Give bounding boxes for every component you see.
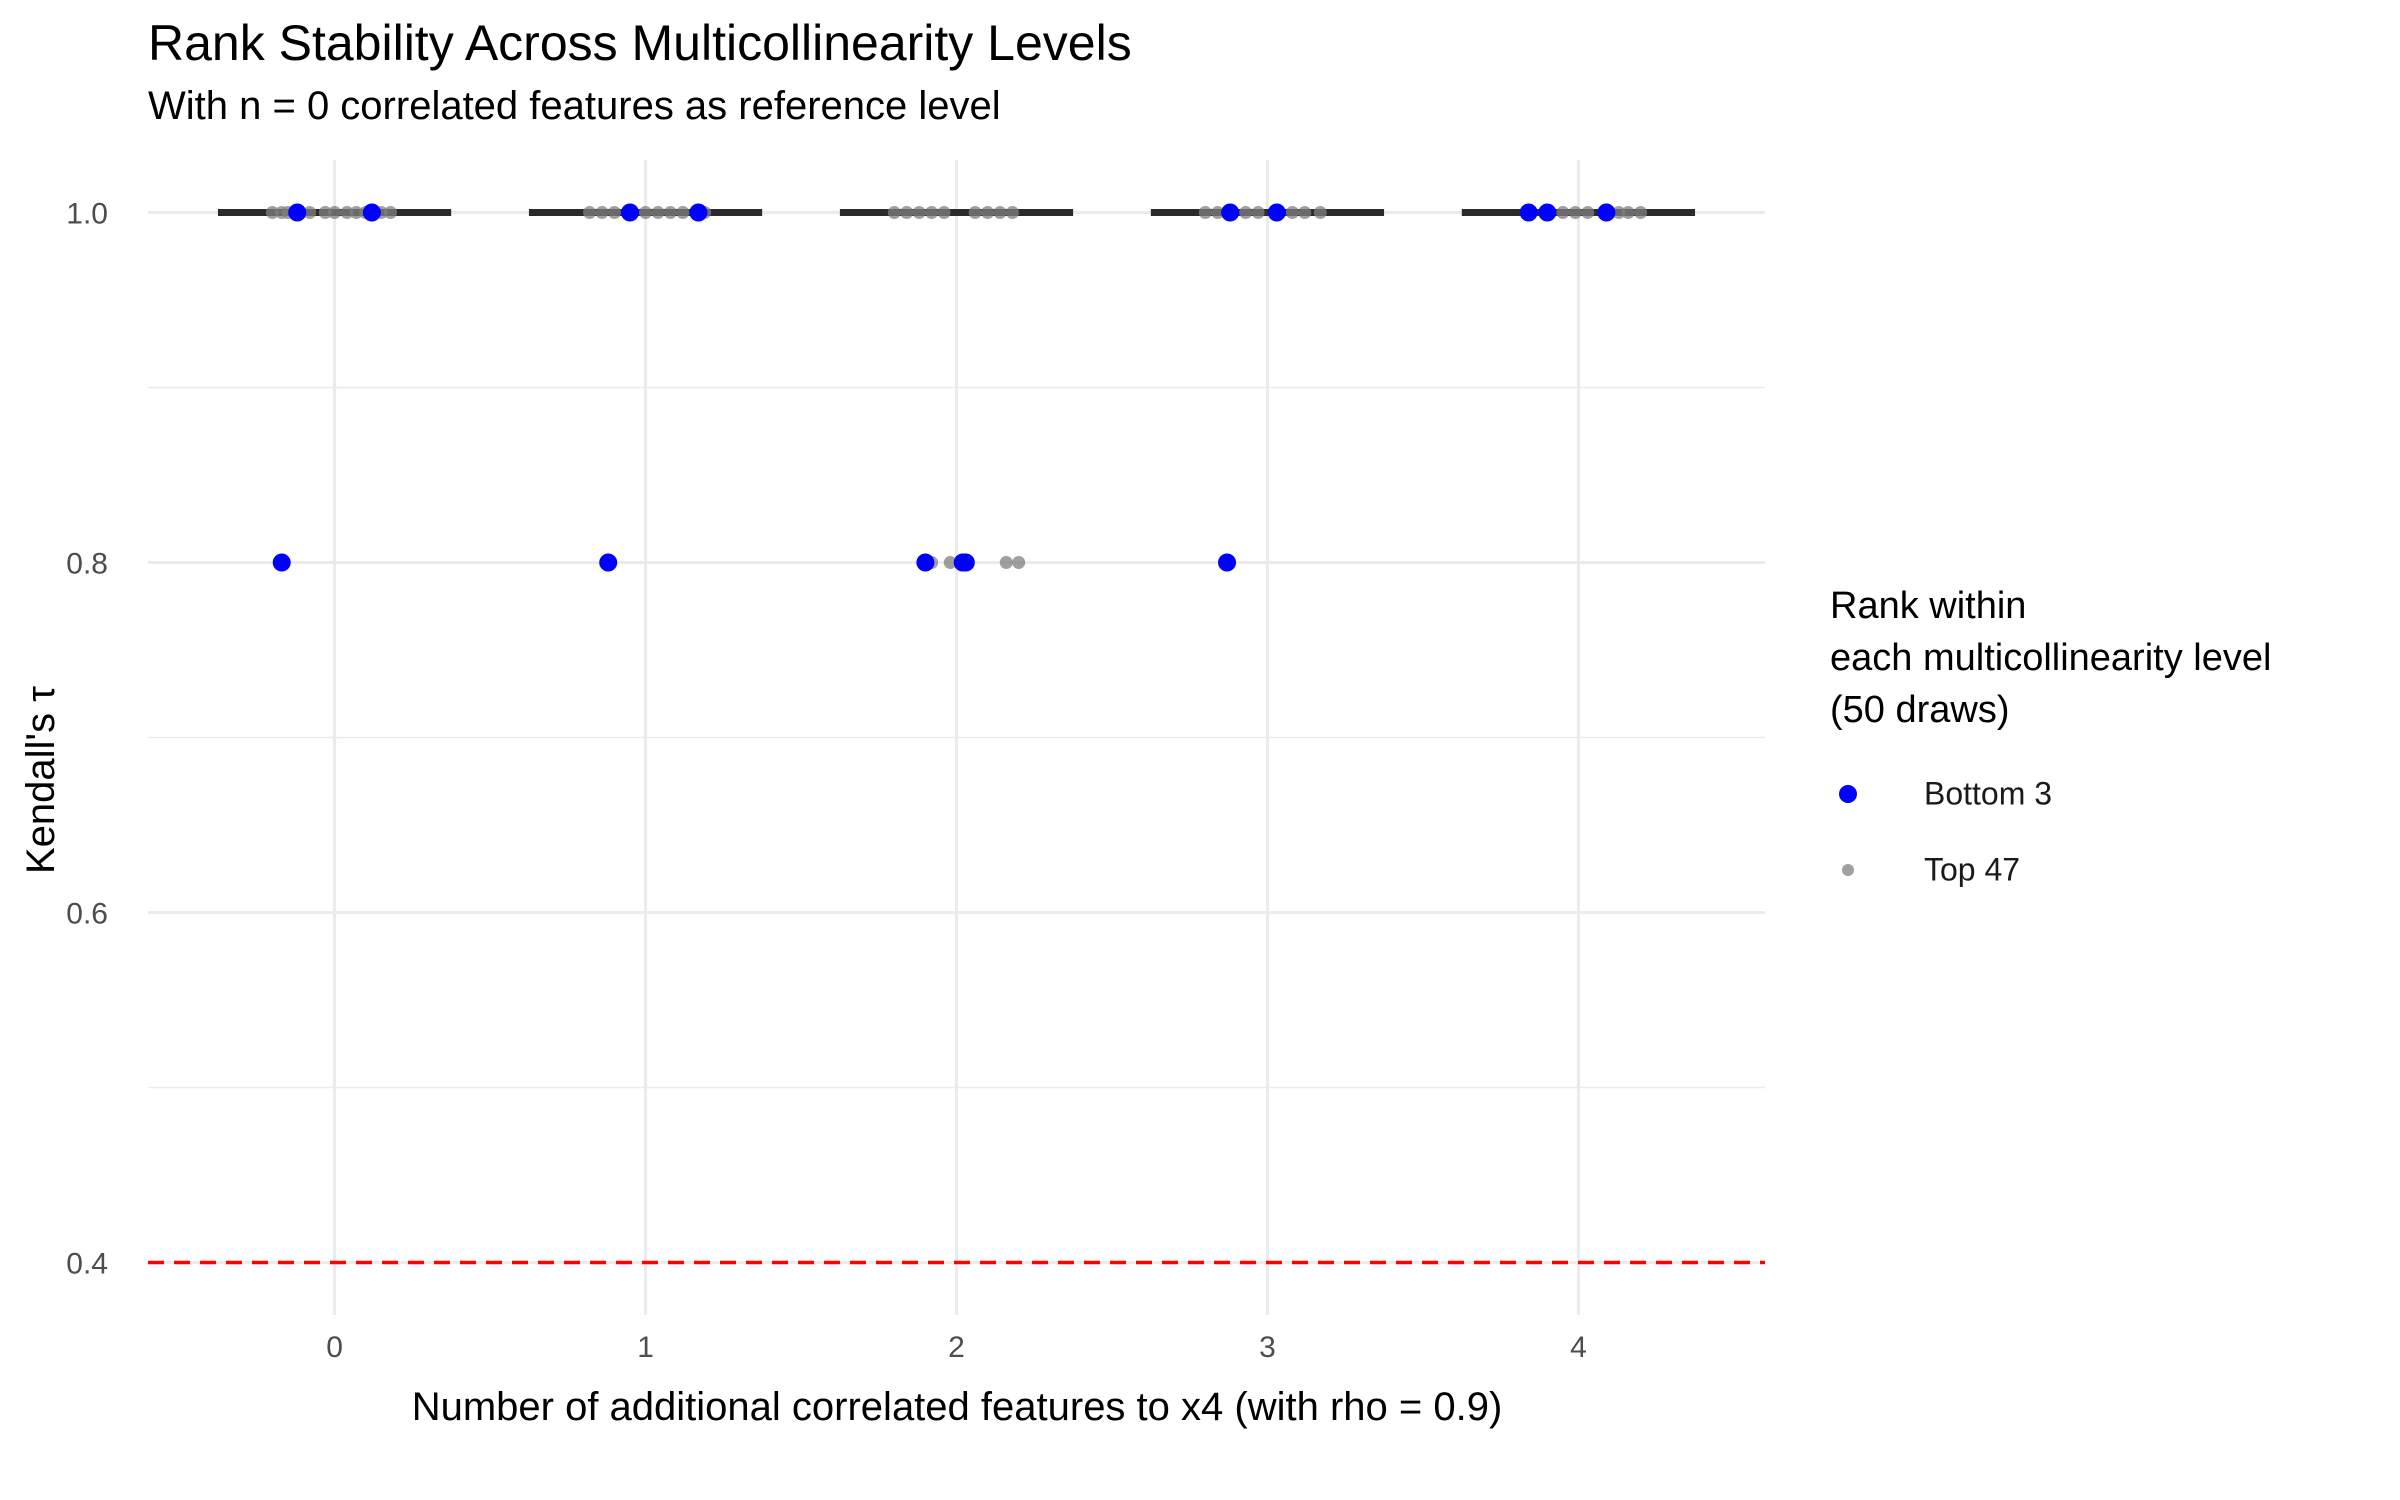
y-tick-label: 0.8 [66,548,108,581]
x-tick-label: 2 [948,1331,965,1364]
grid-lines [148,160,1765,1315]
chart-title: Rank Stability Across Multicollinearity … [148,15,1132,71]
point-top-47 [1005,206,1019,219]
point-top-47 [1568,206,1582,219]
point-bottom-3 [1519,203,1538,222]
point-top-47 [384,206,398,219]
point-top-47 [1313,206,1327,219]
legend-item-top-47: Top 47 [1830,834,2271,906]
point-top-47 [1612,206,1626,219]
x-tick-label: 3 [1259,1331,1276,1364]
point-top-47 [639,206,653,219]
point-top-47 [1634,206,1648,219]
y-tick-label: 0.6 [66,898,108,931]
point-top-47 [887,206,901,219]
point-bottom-3 [1267,203,1286,222]
point-top-47 [968,206,982,219]
x-axis-title: Number of additional correlated features… [412,1385,1503,1429]
point-top-47 [303,206,317,219]
y-tick-label: 0.4 [66,1248,108,1281]
legend: Rank within each multicollinearity level… [1830,580,2271,906]
chart-subtitle: With n = 0 correlated features as refere… [148,84,1001,128]
point-bottom-3 [916,553,935,572]
legend-item-bottom-3: Bottom 3 [1830,758,2271,830]
data-points [265,203,1648,572]
point-top-47 [993,206,1007,219]
point-top-47 [595,206,609,219]
point-bottom-3 [956,553,975,572]
point-top-47 [318,206,332,219]
point-top-47 [1251,206,1265,219]
point-top-47 [912,206,926,219]
x-tick-label: 4 [1570,1331,1587,1364]
y-axis-title: Kendall's τ [19,686,63,874]
point-bottom-3 [689,203,708,222]
point-bottom-3 [599,553,618,572]
point-bottom-3 [1221,203,1240,222]
legend-title-line: Rank within [1830,585,2027,627]
point-top-47 [925,206,939,219]
point-top-47 [1285,206,1299,219]
point-top-47 [1556,206,1570,219]
point-bottom-3 [272,553,291,572]
point-top-47 [999,556,1013,569]
legend-label-top-47: Top 47 [1924,851,2021,888]
point-top-47 [663,206,677,219]
point-top-47 [1621,206,1635,219]
point-top-47 [981,206,995,219]
point-top-47 [1239,206,1253,219]
legend-key-bottom-3 [1839,785,1857,803]
legend-title-line: (50 draws) [1830,689,2010,731]
point-bottom-3 [288,203,307,222]
point-top-47 [676,206,690,219]
axis-tick-labels: 0.4 0.6 0.8 1.0 0 1 2 3 4 [66,198,1586,1365]
point-top-47 [340,206,354,219]
point-top-47 [607,206,621,219]
point-top-47 [265,206,279,219]
point-bottom-3 [362,203,381,222]
point-top-47 [583,206,597,219]
point-top-47 [1211,206,1225,219]
point-bottom-3 [620,203,639,222]
point-top-47 [328,206,342,219]
x-tick-label: 0 [326,1331,343,1364]
point-top-47 [651,206,665,219]
legend-title-line: each multicollinearity level [1830,637,2272,679]
point-top-47 [1012,556,1026,569]
point-top-47 [943,556,957,569]
legend-title: Rank within each multicollinearity level… [1830,580,2271,736]
legend-key-top-47 [1842,864,1854,876]
point-top-47 [1581,206,1595,219]
point-top-47 [1298,206,1312,219]
x-tick-label: 1 [637,1331,654,1364]
point-bottom-3 [1218,553,1237,572]
point-top-47 [937,206,951,219]
legend-label-bottom-3: Bottom 3 [1924,775,2053,812]
point-bottom-3 [1538,203,1557,222]
point-bottom-3 [1597,203,1616,222]
point-top-47 [1198,206,1212,219]
point-top-47 [900,206,914,219]
y-tick-label: 1.0 [66,198,108,231]
point-top-47 [349,206,363,219]
